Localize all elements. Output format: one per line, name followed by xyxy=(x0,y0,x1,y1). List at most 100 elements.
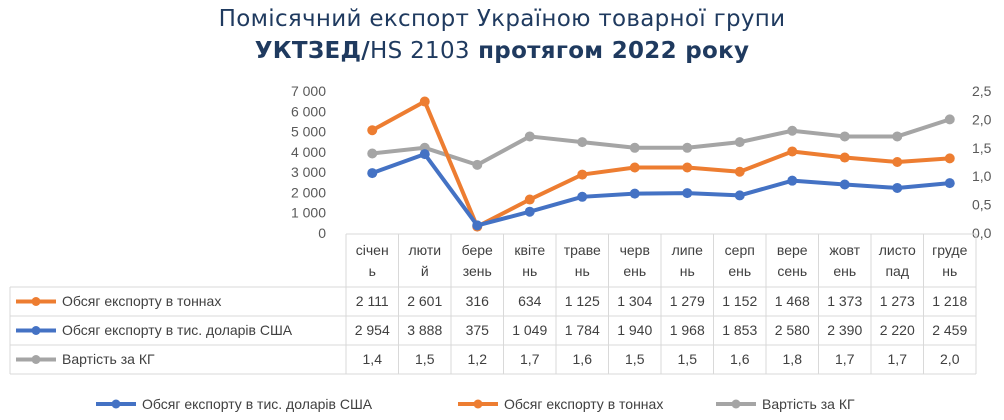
legend-key-marker xyxy=(31,355,41,364)
series-data-point xyxy=(419,149,430,160)
category-label-line-1: серп xyxy=(725,242,755,258)
series-data-point xyxy=(577,137,588,148)
table-cell-value: 1,5 xyxy=(625,351,645,367)
table-cell-value: 2 220 xyxy=(880,322,915,338)
series-data-point xyxy=(734,190,745,201)
right-axis-tick-label: 2,5 xyxy=(972,83,992,99)
series-data-point xyxy=(944,153,955,164)
series-data-point xyxy=(629,188,640,199)
category-label-line-2: нь xyxy=(522,263,537,279)
right-axis-tick-label: 0,0 xyxy=(972,225,992,241)
category-label-line-1: вере xyxy=(777,242,808,258)
series-data-point xyxy=(472,159,483,170)
category-label-line-1: липе xyxy=(672,242,704,258)
series-data-point xyxy=(944,178,955,189)
right-axis-tick-label: 1,5 xyxy=(972,140,992,156)
series-data-point xyxy=(892,182,903,193)
table-cell-value: 2,0 xyxy=(940,351,960,367)
legend-key-marker xyxy=(731,399,741,409)
table-cell-value: 1,6 xyxy=(730,351,750,367)
table-cell-value: 634 xyxy=(518,293,542,309)
chart-title-line-2: УКТЗЕД/HS 2103 протягом 2022 року xyxy=(0,38,1004,64)
category-label-line-2: ень xyxy=(833,263,856,279)
table-cell-value: 1 853 xyxy=(722,322,757,338)
series-line xyxy=(370,152,952,228)
category-label-line-2: ень xyxy=(623,263,646,279)
table-cell-value: 2 601 xyxy=(407,293,442,309)
series-data-point xyxy=(524,194,535,205)
left-axis-tick-label: 5 000 xyxy=(291,124,326,140)
table-cell-value: 2 954 xyxy=(355,322,390,338)
title-hs-code: HS 2103 xyxy=(369,38,470,64)
left-axis-tick-label: 2 000 xyxy=(291,184,326,200)
table-cell-value: 1 273 xyxy=(880,293,915,309)
table-cell-value: 1 373 xyxy=(827,293,862,309)
table-cell-value: 2 580 xyxy=(775,322,810,338)
category-label-line-2: ь xyxy=(369,263,376,279)
category-label-line-2: сень xyxy=(777,263,807,279)
series-data-point xyxy=(367,148,378,159)
left-axis-tick-label: 1 000 xyxy=(291,205,326,221)
table-cell-value: 1 304 xyxy=(617,293,652,309)
legend-key-marker xyxy=(31,297,41,306)
category-label-line-1: січен xyxy=(356,242,389,258)
table-cell-value: 1 218 xyxy=(932,293,967,309)
series-data-point xyxy=(787,125,798,136)
category-label-line-1: люти xyxy=(408,242,441,258)
series-data-point xyxy=(734,166,745,177)
category-label-line-1: жовт xyxy=(829,242,860,258)
category-label-line-2: зень xyxy=(463,263,492,279)
series-line xyxy=(370,99,952,229)
series-data-point xyxy=(419,96,430,107)
series-data-point xyxy=(577,169,588,180)
category-label-line-1: квіте xyxy=(514,242,545,258)
series-data-point xyxy=(682,142,693,153)
category-label-line-2: нь xyxy=(680,263,695,279)
category-label-line-2: нь xyxy=(575,263,590,279)
legend-label: Обсяг експорту в тоннах xyxy=(504,396,663,412)
table-cell-value: 3 888 xyxy=(407,322,442,338)
series-data-point xyxy=(367,168,378,179)
table-row-series-name: Обсяг експорту в тоннах xyxy=(62,293,221,309)
series-data-point xyxy=(839,179,850,190)
title-code-prefix: УКТЗЕД/ xyxy=(254,38,370,64)
series-data-point xyxy=(629,162,640,173)
table-cell-value: 316 xyxy=(466,293,490,309)
table-cell-value: 1,4 xyxy=(363,351,383,367)
legend-label: Вартість за КГ xyxy=(762,396,855,412)
table-cell-value: 1 784 xyxy=(565,322,600,338)
series-data-point xyxy=(682,188,693,199)
series-data-point xyxy=(734,137,745,148)
right-axis-tick-label: 2,0 xyxy=(972,111,992,127)
legend-key-marker xyxy=(111,399,121,409)
table-cell-value: 1 940 xyxy=(617,322,652,338)
legend-key-marker xyxy=(31,326,41,335)
table-cell-value: 1 468 xyxy=(775,293,810,309)
category-label-line-1: груде xyxy=(932,242,967,258)
table-cell-value: 2 459 xyxy=(932,322,967,338)
table-cell-value: 1 049 xyxy=(512,322,547,338)
table-cell-value: 2 390 xyxy=(827,322,862,338)
series-data-point xyxy=(892,131,903,142)
category-label-line-1: бере xyxy=(462,242,493,258)
table-cell-value: 1 279 xyxy=(670,293,705,309)
table-cell-value: 1,2 xyxy=(468,351,488,367)
right-axis-tick-label: 1,0 xyxy=(972,168,992,184)
series-data-point xyxy=(839,152,850,163)
series-data-point xyxy=(629,142,640,153)
title-period: протягом 2022 року xyxy=(469,38,750,64)
category-label-line-1: листо xyxy=(879,242,916,258)
table-cell-value: 1,7 xyxy=(888,351,908,367)
series-data-point xyxy=(524,206,535,217)
table-cell-value: 1 125 xyxy=(565,293,600,309)
series-line xyxy=(370,117,952,167)
left-axis-tick-label: 6 000 xyxy=(291,103,326,119)
left-axis-tick-label: 0 xyxy=(318,225,326,241)
table-row-series-name: Обсяг експорту в тис. доларів США xyxy=(62,322,293,338)
left-axis-tick-label: 4 000 xyxy=(291,144,326,160)
series-data-point xyxy=(577,191,588,202)
table-cell-value: 1,7 xyxy=(835,351,855,367)
table-cell-value: 1,5 xyxy=(678,351,698,367)
left-axis-tick-label: 7 000 xyxy=(291,83,326,99)
